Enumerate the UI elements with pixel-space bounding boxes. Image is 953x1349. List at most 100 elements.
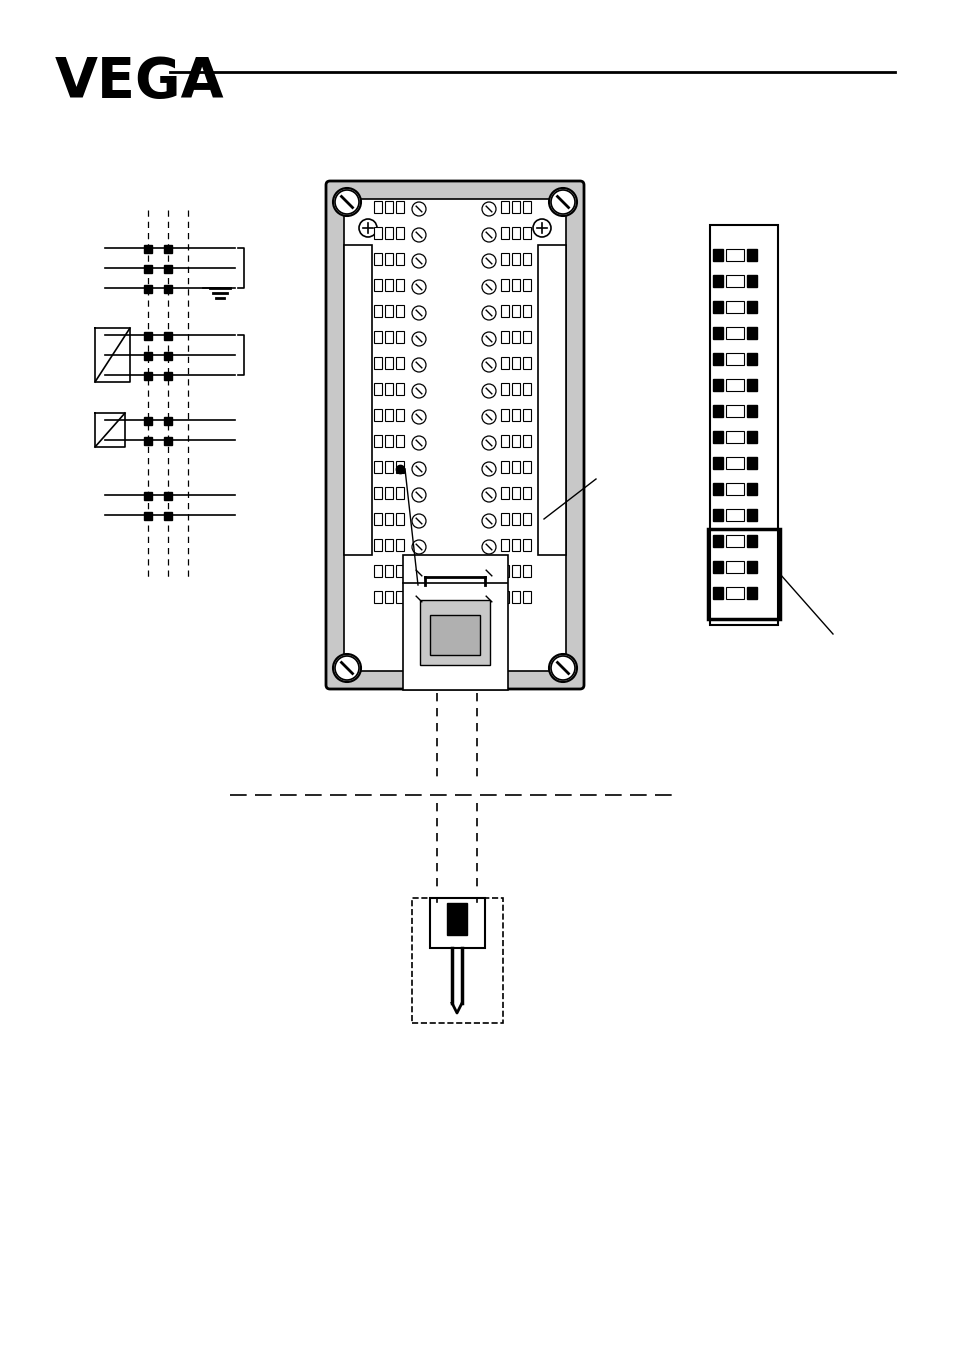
Bar: [522, 331, 531, 343]
Circle shape: [481, 202, 496, 216]
Circle shape: [412, 202, 426, 216]
Circle shape: [412, 384, 426, 398]
Bar: [712, 250, 722, 260]
Bar: [144, 352, 152, 360]
Bar: [725, 561, 743, 573]
Bar: [522, 201, 531, 213]
Bar: [512, 331, 519, 343]
Circle shape: [481, 228, 496, 241]
Bar: [374, 591, 381, 603]
Circle shape: [481, 540, 496, 554]
Circle shape: [551, 656, 575, 680]
Bar: [512, 227, 519, 239]
Bar: [746, 561, 757, 573]
Bar: [725, 509, 743, 521]
Bar: [395, 409, 403, 421]
Circle shape: [358, 219, 376, 237]
Bar: [712, 483, 722, 495]
Bar: [412, 898, 502, 1023]
Circle shape: [548, 654, 577, 683]
Bar: [522, 357, 531, 370]
Bar: [395, 254, 403, 264]
Bar: [144, 513, 152, 519]
Bar: [709, 225, 778, 625]
Bar: [374, 279, 381, 291]
Circle shape: [533, 219, 551, 237]
Bar: [746, 405, 757, 417]
Circle shape: [481, 567, 496, 580]
Bar: [512, 383, 519, 395]
Bar: [385, 565, 393, 577]
Bar: [746, 353, 757, 366]
Bar: [164, 332, 172, 340]
Bar: [725, 483, 743, 495]
Bar: [712, 301, 722, 313]
Bar: [385, 434, 393, 447]
Bar: [746, 483, 757, 495]
Bar: [385, 201, 393, 213]
Bar: [522, 487, 531, 499]
Bar: [395, 434, 403, 447]
Bar: [725, 326, 743, 339]
Circle shape: [481, 384, 496, 398]
Bar: [512, 487, 519, 499]
Bar: [746, 250, 757, 260]
Bar: [725, 250, 743, 260]
Bar: [512, 357, 519, 370]
Bar: [500, 565, 509, 577]
Bar: [512, 254, 519, 264]
Circle shape: [412, 332, 426, 345]
Bar: [164, 417, 172, 425]
Bar: [500, 540, 509, 550]
Bar: [447, 902, 467, 935]
Circle shape: [412, 592, 426, 606]
Bar: [725, 353, 743, 366]
Bar: [746, 430, 757, 442]
Bar: [712, 275, 722, 287]
Bar: [374, 461, 381, 473]
Circle shape: [412, 410, 426, 424]
Bar: [500, 461, 509, 473]
Bar: [746, 326, 757, 339]
Bar: [402, 554, 507, 689]
Bar: [712, 326, 722, 339]
Bar: [395, 383, 403, 395]
Bar: [374, 254, 381, 264]
Bar: [712, 379, 722, 391]
Bar: [537, 246, 565, 554]
Bar: [395, 461, 403, 473]
Bar: [144, 264, 152, 272]
Circle shape: [412, 514, 426, 527]
Bar: [500, 513, 509, 525]
Bar: [500, 487, 509, 499]
Bar: [385, 331, 393, 343]
Bar: [374, 487, 381, 499]
Circle shape: [412, 436, 426, 451]
Circle shape: [412, 254, 426, 268]
Bar: [522, 513, 531, 525]
Bar: [522, 565, 531, 577]
Bar: [512, 591, 519, 603]
Bar: [500, 254, 509, 264]
Circle shape: [481, 592, 496, 606]
Bar: [374, 434, 381, 447]
Bar: [746, 275, 757, 287]
Bar: [512, 434, 519, 447]
Bar: [512, 279, 519, 291]
Bar: [385, 487, 393, 499]
Bar: [164, 246, 172, 254]
Bar: [385, 254, 393, 264]
Bar: [144, 372, 152, 380]
Bar: [725, 430, 743, 442]
Bar: [385, 357, 393, 370]
Bar: [500, 357, 509, 370]
Bar: [512, 305, 519, 317]
Bar: [725, 457, 743, 469]
Bar: [712, 430, 722, 442]
Bar: [395, 540, 403, 550]
Bar: [374, 357, 381, 370]
Bar: [522, 540, 531, 550]
Bar: [374, 331, 381, 343]
Bar: [746, 379, 757, 391]
Circle shape: [481, 488, 496, 502]
